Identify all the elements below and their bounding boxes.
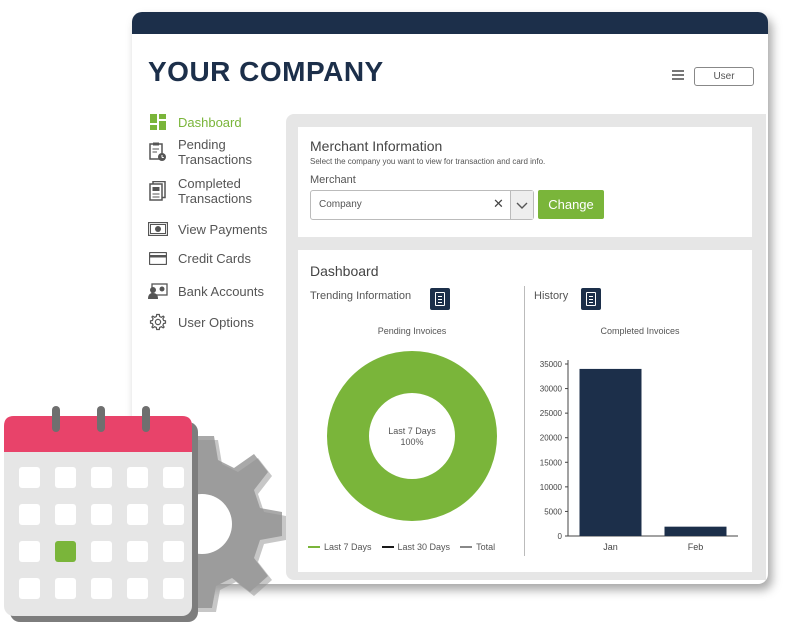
pending-clipboard-icon (148, 142, 168, 162)
completed-invoices-chart: Completed Invoices 0 5000 10000 15000 20000 2… (540, 326, 738, 552)
user-button[interactable]: User (694, 67, 754, 86)
y-tick-label: 5000 (544, 507, 562, 516)
sidebar-item-label: Completed (178, 176, 241, 191)
clipboard-icon[interactable] (581, 288, 601, 310)
calendar-day (163, 541, 184, 562)
y-tick-label: 35000 (540, 360, 563, 369)
calendar-day (127, 578, 148, 599)
sidebar-item-pending-transactions[interactable]: Pending Transactions (148, 137, 252, 167)
dashboard-title: Dashboard (310, 263, 379, 279)
sidebar-item-label: Bank Accounts (178, 283, 264, 299)
sidebar-item-label-2: Transactions (178, 152, 252, 167)
donut-center-value: 100% (400, 437, 423, 447)
window-titlebar (132, 12, 768, 34)
sidebar-item-label: Credit Cards (178, 250, 251, 266)
dashboard-icon (148, 112, 168, 132)
calendar-day (127, 541, 148, 562)
merchant-label: Merchant (310, 174, 356, 186)
dashboard-card: Dashboard Trending Information History P… (298, 250, 752, 572)
chart-title: Completed Invoices (600, 326, 680, 336)
calendar-day-highlighted (55, 541, 76, 562)
merchant-card: Merchant Information Select the company … (298, 127, 752, 237)
company-logo: YOUR COMPANY (148, 56, 384, 87)
bank-account-icon (148, 281, 168, 301)
calendar-day (91, 578, 112, 599)
chart-title: Pending Invoices (378, 326, 447, 336)
merchant-select-value: Company (319, 199, 362, 210)
hamburger-icon[interactable] (672, 70, 684, 80)
trending-label: Trending Information (310, 290, 412, 302)
donut-center-label: Last 7 Days (388, 426, 436, 436)
sidebar-item-credit-cards[interactable]: Credit Cards (148, 248, 251, 268)
x-tick-label: Feb (688, 542, 704, 552)
clear-icon[interactable]: ✕ (493, 196, 504, 211)
legend-label: Total (476, 542, 496, 552)
legend-swatch (381, 546, 394, 548)
sidebar-item-completed-transactions[interactable]: Completed Transactions (148, 176, 252, 206)
pending-invoices-chart: Pending Invoices Last 7 Days 100% (327, 326, 497, 521)
sidebar-item-label: Pending (178, 137, 226, 152)
calendar-day (163, 504, 184, 525)
calendar-day (55, 467, 76, 488)
main-content: Merchant Information Select the company … (286, 114, 766, 580)
sidebar-item-dashboard[interactable]: Dashboard (148, 112, 242, 132)
x-tick-label: Jan (603, 542, 618, 552)
calendar-day (55, 578, 76, 599)
sidebar-item-label: View Payments (178, 221, 268, 237)
sidebar-item-user-options[interactable]: User Options (148, 312, 254, 332)
completed-document-icon (148, 181, 168, 201)
calendar-day (163, 578, 184, 599)
calendar-gear-illustration (4, 406, 286, 622)
history-label: History (534, 290, 569, 302)
y-tick-label: 10000 (540, 483, 563, 492)
sidebar-item-view-payments[interactable]: View Payments (148, 219, 267, 239)
y-tick-label: 25000 (540, 409, 563, 418)
calendar-day (127, 504, 148, 525)
merchant-title: Merchant Information (310, 138, 443, 154)
calendar-day (19, 578, 40, 599)
y-tick-label: 0 (558, 532, 563, 541)
legend-swatch (308, 546, 320, 548)
legend-item: Last 30 Days (381, 542, 451, 552)
gear-icon (148, 312, 168, 332)
merchant-select[interactable]: Company ✕ (310, 190, 534, 220)
calendar-day (91, 541, 112, 562)
calendar-day (55, 504, 76, 525)
y-tick-label: 30000 (540, 385, 563, 394)
calendar-day (19, 467, 40, 488)
credit-card-icon (148, 248, 168, 268)
chart-legend: Last 7 Days Last 30 Days Total (308, 542, 505, 552)
legend-label: Last 7 Days (324, 542, 372, 552)
money-icon (148, 219, 168, 239)
legend-item: Total (460, 542, 495, 552)
legend-item: Last 7 Days (308, 542, 372, 552)
merchant-subtitle: Select the company you want to view for … (310, 157, 546, 166)
bar (579, 368, 642, 536)
calendar-day (127, 467, 148, 488)
sidebar-item-label: Dashboard (178, 114, 242, 130)
clipboard-icon[interactable] (430, 288, 450, 310)
sidebar-item-bank-accounts[interactable]: Bank Accounts (148, 281, 264, 301)
calendar-day (163, 467, 184, 488)
legend-swatch (460, 546, 473, 548)
bar (664, 526, 727, 536)
change-button[interactable]: Change (538, 190, 604, 219)
section-divider (524, 286, 525, 556)
y-tick-label: 15000 (540, 458, 563, 467)
legend-label: Last 30 Days (397, 542, 451, 552)
calendar-icon (4, 406, 198, 622)
sidebar-item-label-2: Transactions (178, 191, 252, 206)
calendar-day (91, 467, 112, 488)
donut-slice (327, 351, 497, 521)
y-tick-label: 20000 (540, 434, 563, 443)
sidebar-item-label: User Options (178, 314, 254, 330)
calendar-day (19, 504, 40, 525)
calendar-day (91, 504, 112, 525)
chevron-down-icon[interactable] (511, 191, 533, 219)
calendar-day (19, 541, 40, 562)
select-separator (510, 191, 511, 219)
